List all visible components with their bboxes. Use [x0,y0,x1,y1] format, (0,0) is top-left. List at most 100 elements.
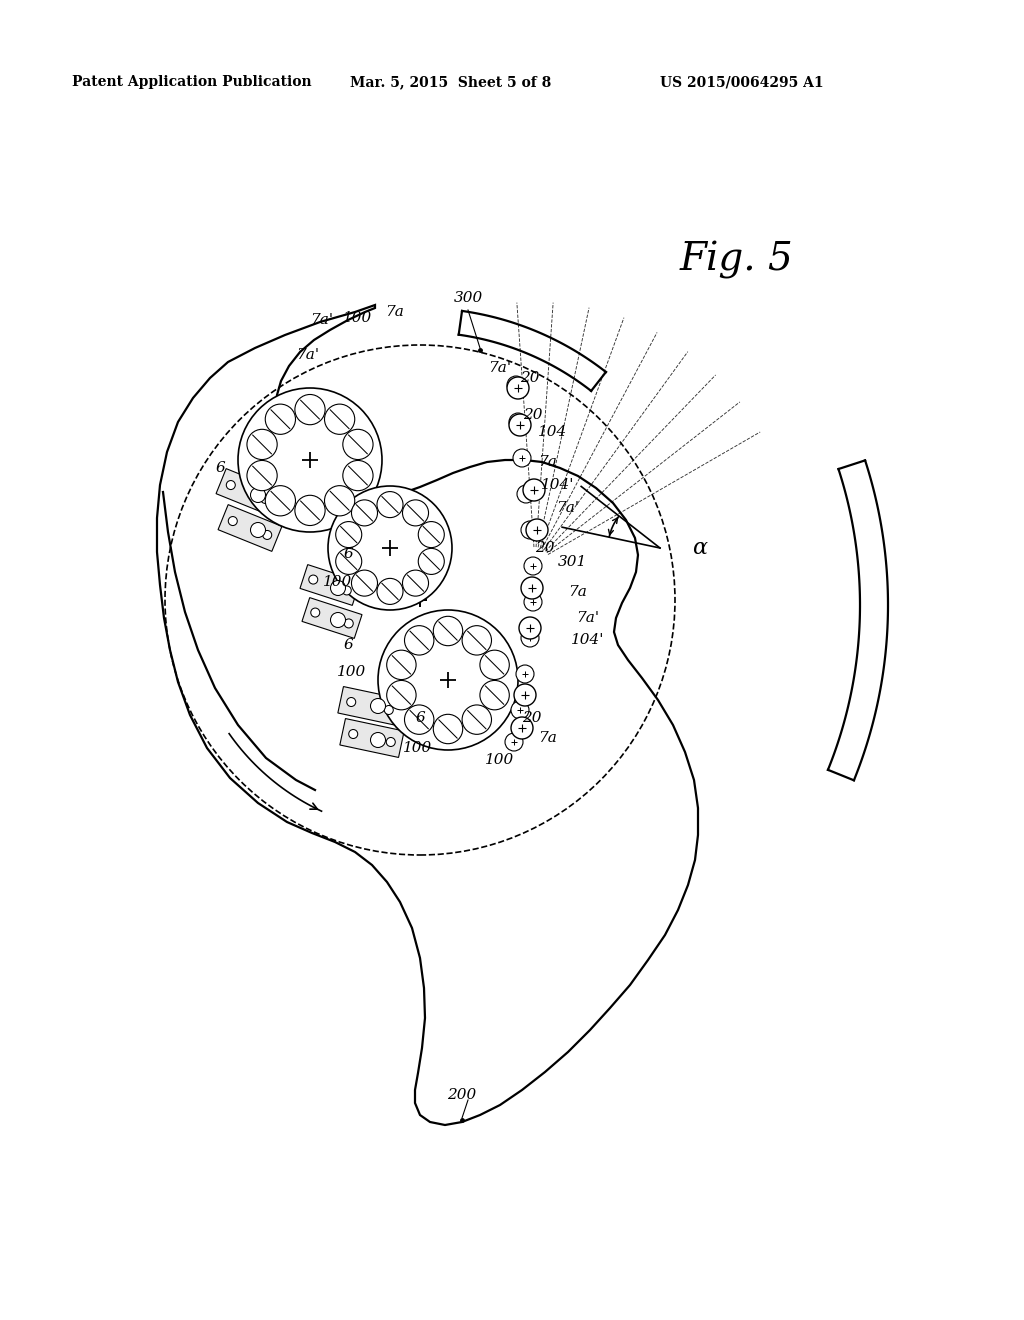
Text: 7a: 7a [539,731,557,744]
Circle shape [247,429,278,459]
Circle shape [331,581,345,595]
Circle shape [371,733,385,747]
Circle shape [513,449,531,467]
Circle shape [351,570,378,597]
Circle shape [343,429,373,459]
Circle shape [336,521,361,548]
Polygon shape [340,718,404,758]
Circle shape [480,651,509,680]
Circle shape [524,593,542,611]
Circle shape [521,577,543,599]
Circle shape [265,486,296,516]
Circle shape [349,730,357,738]
Circle shape [523,479,545,502]
Text: 6: 6 [215,461,225,475]
Text: 20: 20 [522,711,542,725]
Circle shape [347,697,355,706]
Polygon shape [216,469,280,515]
Text: 104': 104' [542,478,574,492]
Circle shape [336,548,361,574]
Circle shape [238,388,382,532]
Circle shape [377,578,403,605]
Circle shape [247,461,278,491]
Circle shape [377,491,403,517]
Circle shape [331,612,345,627]
Text: 100: 100 [337,665,367,678]
Circle shape [519,616,541,639]
Text: 20: 20 [536,541,555,554]
Circle shape [295,495,326,525]
Text: 200: 200 [447,1088,476,1102]
Circle shape [325,486,354,516]
Text: Patent Application Publication: Patent Application Publication [72,75,311,88]
Circle shape [342,586,351,595]
Circle shape [507,376,525,393]
Text: 100: 100 [324,576,352,589]
Circle shape [521,521,539,539]
Text: US 2015/0064295 A1: US 2015/0064295 A1 [660,75,823,88]
Circle shape [516,665,534,682]
Circle shape [371,698,385,714]
Circle shape [404,705,434,734]
Text: 7a': 7a' [488,360,512,375]
Text: 6: 6 [415,711,425,725]
Circle shape [511,701,529,719]
Text: 7a': 7a' [577,611,600,624]
Circle shape [226,480,236,490]
Circle shape [521,630,539,647]
Circle shape [343,461,373,491]
Text: Mar. 5, 2015  Sheet 5 of 8: Mar. 5, 2015 Sheet 5 of 8 [350,75,551,88]
Circle shape [509,414,531,436]
Polygon shape [157,305,698,1125]
Circle shape [505,733,523,751]
Circle shape [344,619,353,628]
Circle shape [404,626,434,655]
Text: 20: 20 [523,408,543,422]
Text: 7a: 7a [539,455,557,469]
Circle shape [325,404,354,434]
Circle shape [418,521,444,548]
Text: Fig. 5: Fig. 5 [680,242,794,279]
Text: 7a': 7a' [310,313,334,327]
Circle shape [378,610,518,750]
Circle shape [261,495,269,503]
Circle shape [418,548,444,574]
Circle shape [509,413,527,432]
Text: 100: 100 [343,312,373,325]
Circle shape [526,519,548,541]
Circle shape [433,714,463,743]
Circle shape [462,705,492,734]
Circle shape [386,738,395,747]
Circle shape [310,609,319,616]
Circle shape [228,516,238,525]
Circle shape [328,486,452,610]
Circle shape [511,717,534,739]
Text: 104': 104' [571,634,605,647]
Circle shape [309,576,317,583]
Text: α: α [692,537,708,558]
Circle shape [251,523,265,537]
Text: 301: 301 [557,554,587,569]
Circle shape [480,680,509,710]
Circle shape [251,487,265,503]
Circle shape [517,484,535,503]
Text: 20: 20 [520,371,540,385]
Circle shape [402,500,428,525]
Polygon shape [338,686,402,726]
Circle shape [387,680,416,710]
Text: 100: 100 [403,741,432,755]
Text: 7a: 7a [568,585,588,599]
Text: 6: 6 [343,638,353,652]
Circle shape [263,531,271,540]
Text: 300: 300 [454,290,482,305]
Circle shape [384,705,393,714]
Circle shape [514,684,536,706]
Circle shape [524,557,542,576]
Circle shape [295,395,326,425]
Text: 7a: 7a [386,305,404,319]
Circle shape [433,616,463,645]
Circle shape [265,404,296,434]
Polygon shape [218,504,282,552]
Circle shape [351,500,378,525]
Text: 104: 104 [539,425,567,440]
